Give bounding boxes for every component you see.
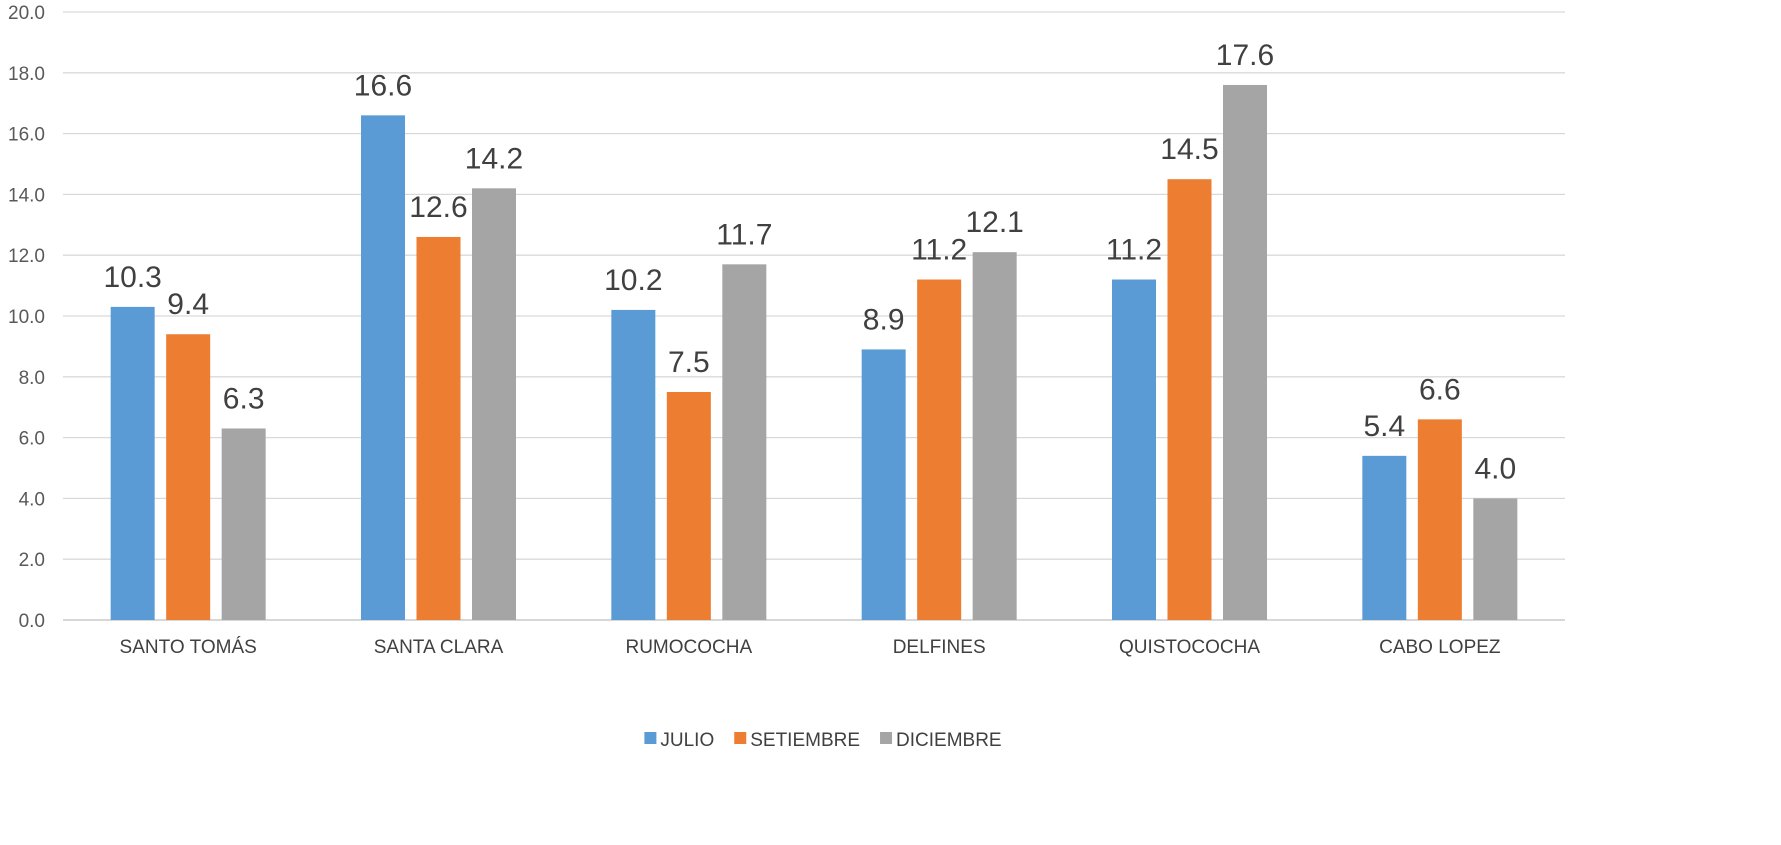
- y-tick-label: 4.0: [19, 489, 45, 510]
- y-tick-label: 0.0: [19, 611, 45, 632]
- y-tick-label: 18.0: [8, 64, 45, 85]
- legend-label: DICIEMBRE: [896, 730, 1002, 751]
- data-label: 5.4: [1363, 410, 1405, 443]
- y-tick-label: 10.0: [8, 307, 45, 328]
- legend-swatch: [880, 732, 893, 744]
- gridlines: [63, 11, 1565, 621]
- legend-swatch: [644, 732, 657, 744]
- bar-julio: [361, 115, 405, 621]
- bar-setiembre: [416, 236, 461, 620]
- data-label: 9.4: [167, 288, 209, 321]
- data-label: 17.6: [1216, 39, 1274, 72]
- legend-label: JULIO: [660, 730, 714, 751]
- legend: JULIO SETIEMBRE DICIEMBRE: [644, 730, 1002, 751]
- data-label: 11.2: [911, 234, 967, 267]
- y-tick-label: 6.0: [19, 429, 45, 450]
- x-category-label: SANTO TOMÁS: [120, 637, 257, 658]
- legend-item-julio: JULIO: [644, 730, 714, 751]
- data-label: 14.5: [1160, 133, 1218, 166]
- legend-label: SETIEMBRE: [750, 730, 860, 751]
- x-category-label: CABO LOPEZ: [1379, 637, 1501, 658]
- data-label: 11.2: [1106, 234, 1162, 267]
- bar-setiembre: [917, 279, 962, 620]
- data-label: 7.5: [668, 346, 710, 379]
- data-label: 16.6: [354, 69, 412, 102]
- y-tick-label: 2.0: [19, 550, 45, 571]
- bar-diciembre: [221, 428, 266, 620]
- bar-diciembre: [1223, 84, 1267, 620]
- data-label: 11.7: [716, 218, 772, 251]
- x-category-label: DELFINES: [893, 637, 986, 658]
- x-axis-categories: SANTO TOMÁS SANTA CLARA RUMOCOCHA DELFINES Q…: [120, 637, 1501, 658]
- legend-item-setiembre: SETIEMBRE: [734, 730, 860, 751]
- bars: [110, 84, 1518, 621]
- legend-swatch: [734, 732, 747, 744]
- bar-julio: [110, 306, 155, 620]
- bar-julio: [1362, 455, 1407, 620]
- bar-julio: [611, 309, 656, 620]
- bar-setiembre: [166, 334, 211, 620]
- y-tick-label: 12.0: [8, 246, 45, 267]
- y-axis-ticks: 0.0 2.0 4.0 6.0 8.0 10.0 12.0 14.0 16.0 18.0 20.0: [8, 3, 45, 632]
- bar-diciembre: [472, 188, 516, 620]
- y-tick-label: 14.0: [8, 185, 45, 206]
- data-label: 10.3: [103, 261, 161, 294]
- bar-setiembre: [1167, 179, 1212, 620]
- y-tick-label: 20.0: [8, 3, 45, 24]
- bar-diciembre: [1473, 498, 1518, 620]
- x-category-label: SANTA CLARA: [374, 637, 504, 658]
- bar-setiembre: [666, 392, 711, 620]
- data-label: 8.9: [863, 303, 905, 336]
- y-tick-label: 8.0: [19, 368, 45, 389]
- data-label: 12.1: [965, 206, 1023, 239]
- legend-item-diciembre: DICIEMBRE: [880, 730, 1002, 751]
- bar-diciembre: [722, 264, 767, 620]
- x-category-label: QUISTOCOCHA: [1119, 637, 1260, 658]
- data-label: 12.6: [409, 191, 467, 224]
- y-tick-label: 16.0: [8, 125, 45, 146]
- data-label: 6.3: [223, 382, 265, 415]
- bar-diciembre: [972, 252, 1017, 620]
- x-category-label: RUMOCOCHA: [625, 637, 752, 658]
- data-label: 6.6: [1419, 373, 1461, 406]
- bar-julio: [861, 349, 906, 620]
- data-label: 14.2: [465, 142, 523, 175]
- data-label: 4.0: [1474, 452, 1516, 485]
- bar-julio: [1112, 279, 1156, 620]
- bar-setiembre: [1417, 419, 1462, 620]
- data-label: 10.2: [604, 264, 662, 297]
- data-labels: 10.39.4 6.3 16.6 12.6 14.2 10.2 7.5 11.7 8.9 11.2…: [103, 39, 1516, 485]
